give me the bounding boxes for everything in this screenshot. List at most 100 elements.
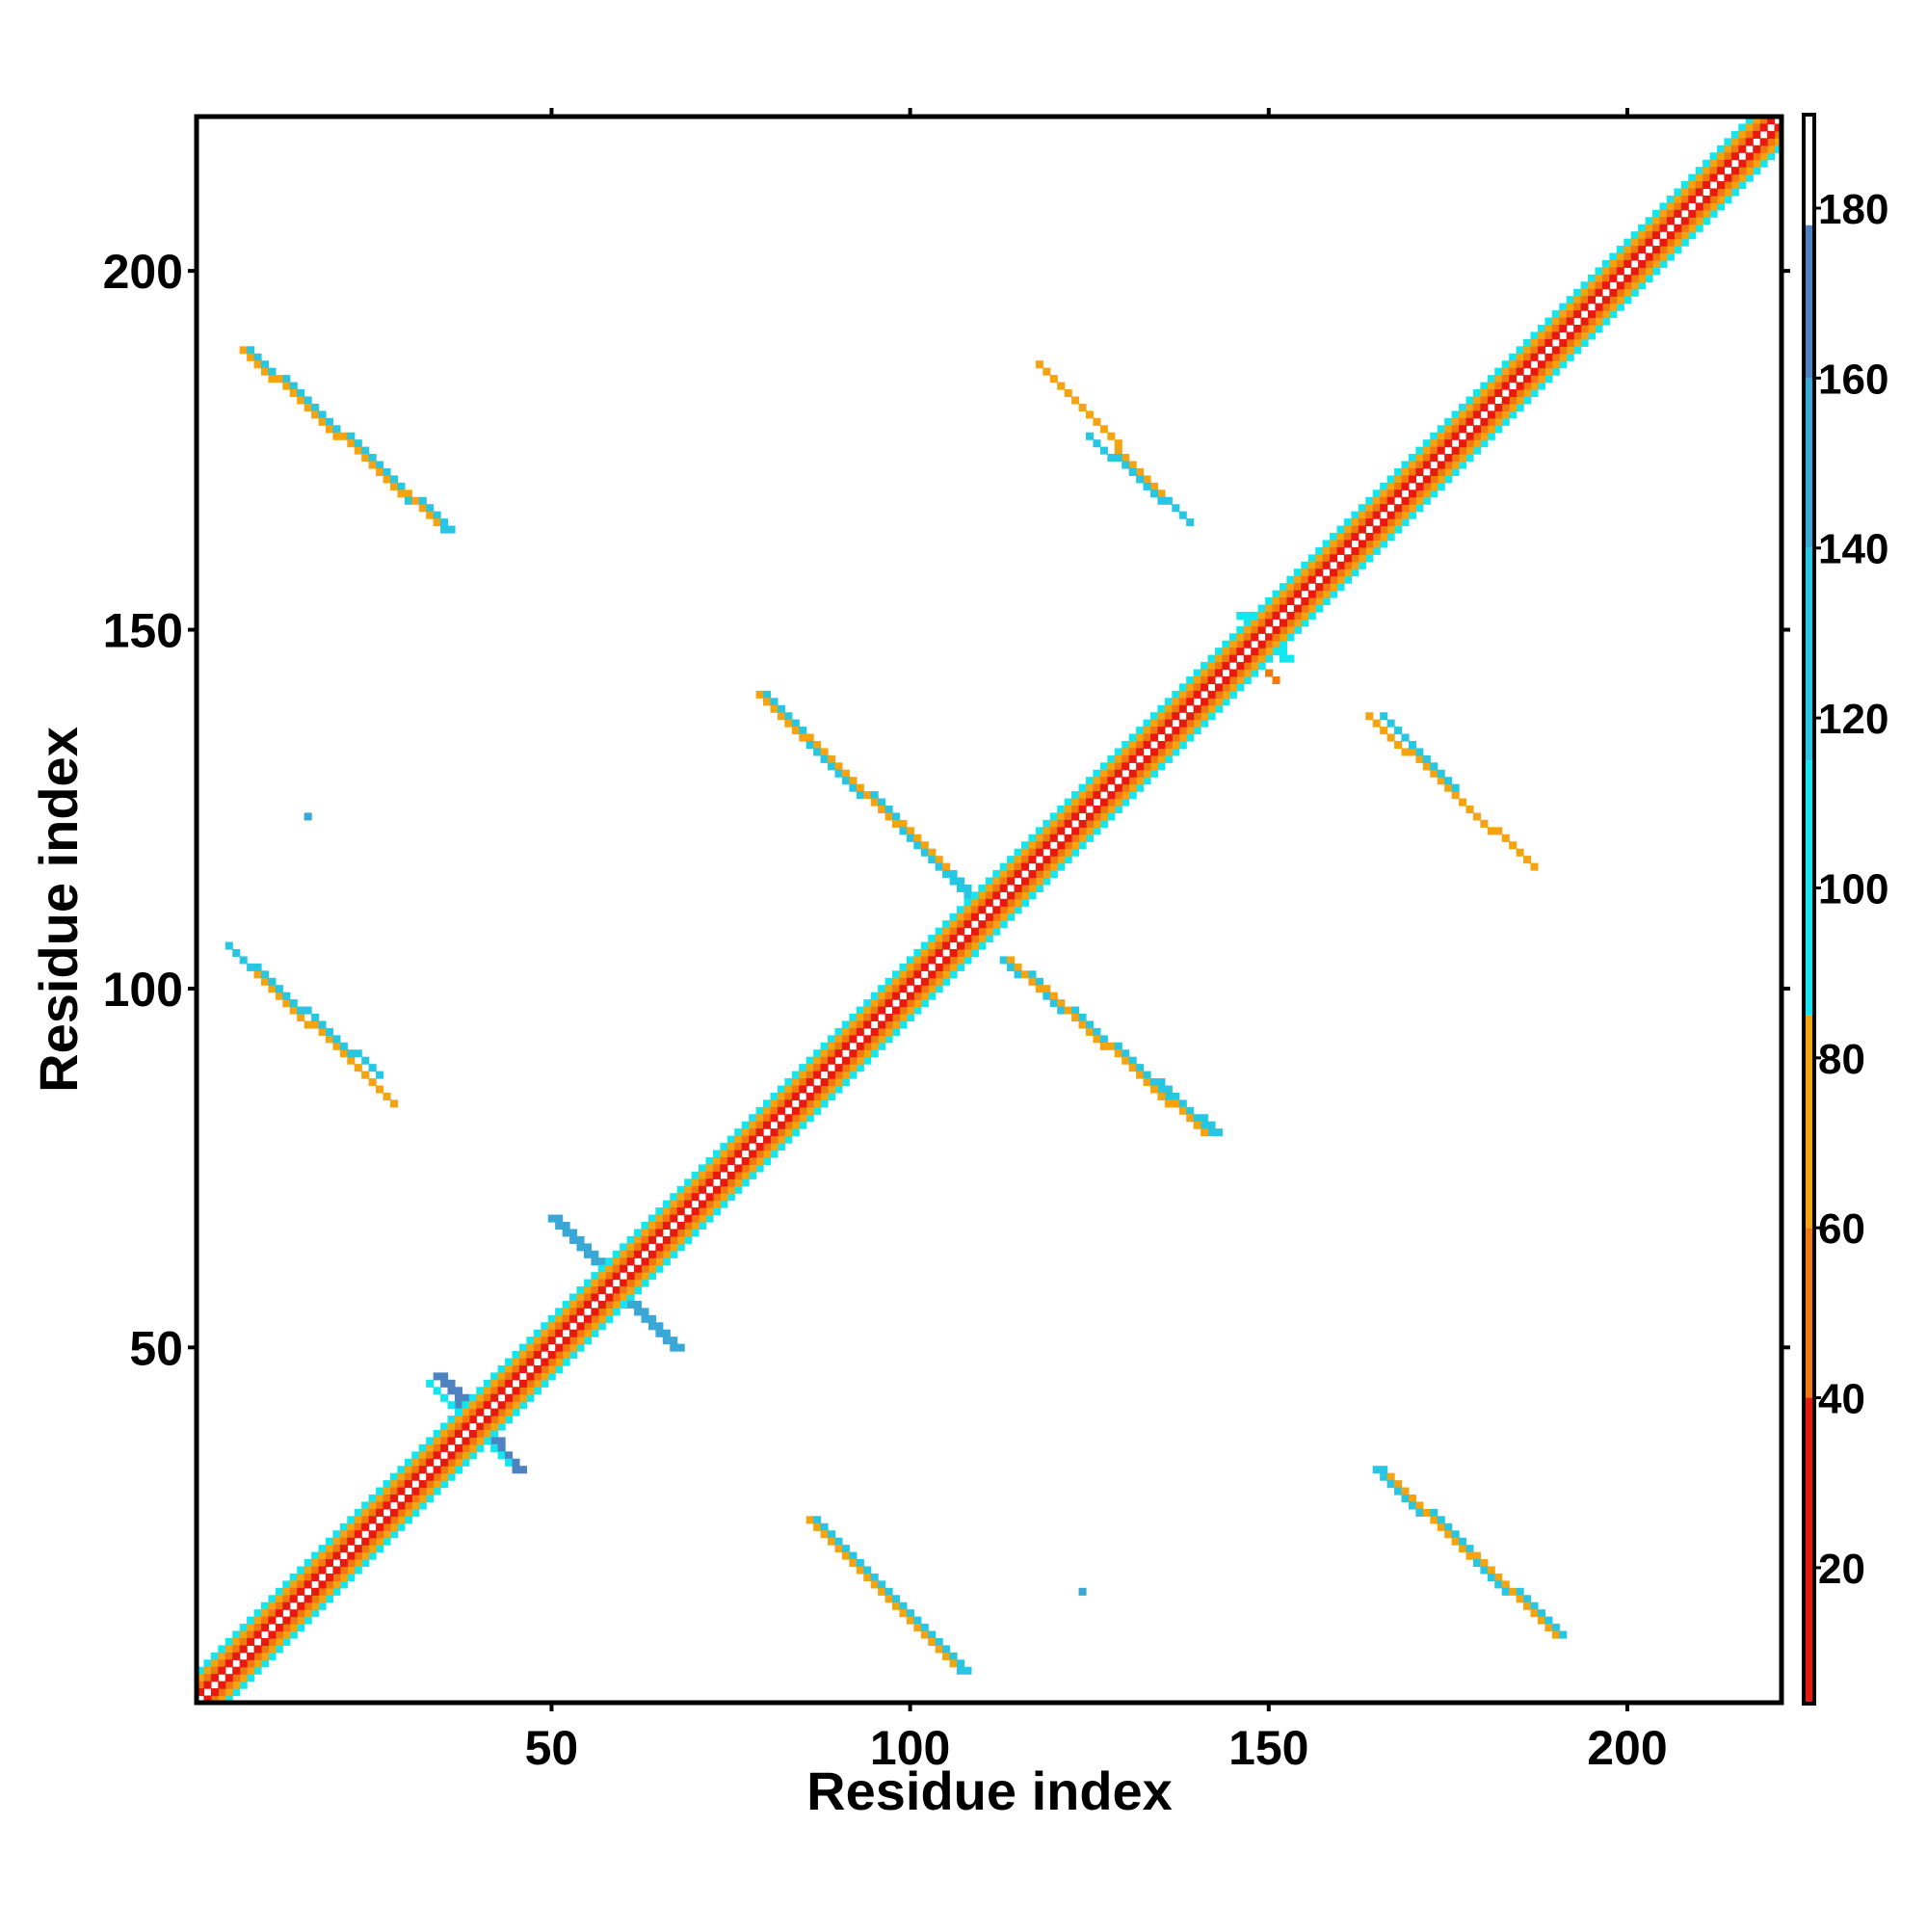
- heatmap-cell: [1394, 1480, 1403, 1489]
- heatmap-cell: [1071, 848, 1080, 857]
- heatmap-cell: [712, 1164, 721, 1173]
- heatmap-cell: [834, 1071, 843, 1079]
- heatmap-cell: [935, 1645, 943, 1654]
- heatmap-cell: [1386, 518, 1395, 527]
- heatmap-cell: [899, 999, 908, 1008]
- heatmap-cell: [1035, 870, 1043, 879]
- heatmap-cell: [1509, 410, 1518, 419]
- heatmap-cell: [1509, 1587, 1518, 1596]
- heatmap-cell: [1551, 317, 1560, 326]
- heatmap-cell: [1035, 862, 1043, 871]
- heatmap-cell: [1559, 317, 1568, 326]
- heatmap-cell: [1709, 173, 1718, 182]
- heatmap-cell: [1595, 274, 1603, 282]
- heatmap-cell: [1164, 698, 1173, 706]
- heatmap-cell: [763, 698, 772, 706]
- heatmap-cell: [1616, 296, 1624, 304]
- heatmap-cell: [1293, 590, 1302, 598]
- heatmap-cell: [978, 906, 987, 914]
- heatmap-cell: [505, 1358, 514, 1366]
- colorbar-band: [1804, 115, 1814, 225]
- heatmap-cell: [1580, 281, 1589, 290]
- heatmap-cell: [777, 1135, 785, 1144]
- heatmap-cell: [1487, 432, 1495, 440]
- heatmap-cell: [1049, 862, 1058, 871]
- heatmap-cell: [1336, 525, 1345, 534]
- heatmap-cell: [805, 1106, 814, 1115]
- heatmap-cell: [699, 1178, 707, 1187]
- heatmap-cell: [1753, 117, 1761, 125]
- heatmap-cell: [1444, 432, 1453, 440]
- heatmap-cell: [1537, 338, 1545, 347]
- heatmap-cell: [992, 927, 1001, 936]
- heatmap-cell: [1028, 841, 1037, 850]
- heatmap-cell: [275, 992, 283, 1000]
- heatmap-cell: [1257, 625, 1266, 634]
- heatmap-cell: [518, 1351, 527, 1360]
- heatmap-cell: [634, 1264, 643, 1273]
- heatmap-cell: [1459, 454, 1467, 463]
- heatmap-cell: [1201, 669, 1209, 677]
- heatmap-cell: [389, 1508, 399, 1517]
- heatmap-cell: [1157, 496, 1166, 505]
- heatmap-cell: [1214, 662, 1224, 671]
- heatmap-cell: [870, 1580, 879, 1589]
- heatmap-cell: [1093, 827, 1101, 835]
- heatmap-cell: [726, 1171, 735, 1179]
- heatmap-cell: [1358, 561, 1366, 569]
- heatmap-cell: [1501, 1580, 1510, 1589]
- heatmap-cell: [1157, 748, 1166, 756]
- heatmap-cell: [1028, 870, 1037, 879]
- heatmap-cell: [849, 1035, 858, 1044]
- heatmap-cell: [1459, 439, 1467, 448]
- heatmap-cell: [1380, 712, 1388, 721]
- heatmap-cell: [1114, 1049, 1122, 1058]
- heatmap-cell: [1487, 425, 1495, 434]
- heatmap-cell: [1122, 791, 1130, 800]
- heatmap-cell: [720, 1150, 728, 1158]
- heatmap-cell: [576, 1322, 585, 1331]
- heatmap-cell: [332, 425, 341, 434]
- heatmap-cell: [1401, 748, 1410, 756]
- heatmap-cell: [397, 1516, 406, 1524]
- heatmap-cell: [763, 1156, 772, 1165]
- heatmap-cell: [1437, 439, 1445, 448]
- heatmap-cell: [376, 1501, 384, 1510]
- heatmap-cell: [1380, 525, 1388, 534]
- heatmap-cell: [1767, 138, 1776, 146]
- heatmap-cell: [849, 1559, 858, 1568]
- heatmap-cell: [389, 1516, 399, 1524]
- heatmap-cell: [863, 1049, 872, 1058]
- heatmap-cell: [275, 985, 283, 993]
- heatmap-cell: [647, 1229, 656, 1237]
- heatmap-cell: [1114, 748, 1122, 756]
- heatmap-cell: [712, 1171, 721, 1179]
- heatmap-cell: [828, 1035, 836, 1044]
- heatmap-cell: [884, 1587, 893, 1596]
- heatmap-cell: [1293, 583, 1302, 592]
- heatmap-cell: [203, 1681, 212, 1689]
- heatmap-cell: [856, 1014, 864, 1022]
- heatmap-cell: [1143, 727, 1151, 735]
- heatmap-cell: [1380, 540, 1388, 548]
- heatmap-cell: [354, 1516, 362, 1524]
- heatmap-cell: [1035, 827, 1043, 835]
- heatmap-cell: [920, 977, 929, 986]
- heatmap-cell: [1071, 1006, 1080, 1015]
- heatmap-cell: [755, 1121, 764, 1129]
- heatmap-cell: [1551, 310, 1560, 319]
- heatmap-cell: [1336, 561, 1345, 569]
- heatmap-cell: [247, 1616, 255, 1625]
- heatmap-cell: [641, 1229, 649, 1237]
- heatmap-cell: [1451, 410, 1460, 419]
- heatmap-cell: [834, 1085, 843, 1094]
- heatmap-cell: [1307, 554, 1316, 563]
- heatmap-cell: [1257, 648, 1266, 656]
- heatmap-cell: [332, 1587, 341, 1596]
- heatmap-cell: [970, 935, 979, 943]
- heatmap-cell: [311, 403, 320, 411]
- heatmap-cell: [1501, 382, 1510, 390]
- heatmap-cell: [828, 1085, 836, 1094]
- heatmap-cell: [856, 1006, 864, 1015]
- heatmap-cell: [655, 1322, 664, 1331]
